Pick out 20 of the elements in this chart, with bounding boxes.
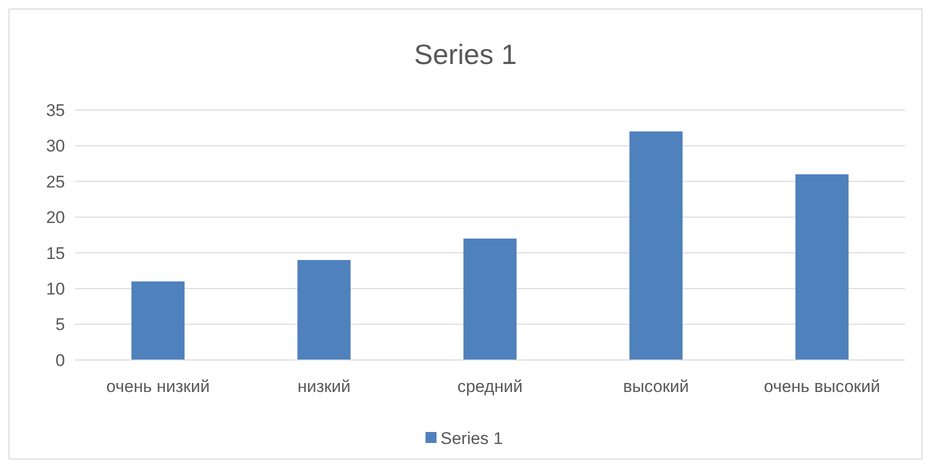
- x-tick-label: высокий: [623, 377, 689, 396]
- bar: [795, 174, 849, 360]
- y-tick-label: 35: [46, 100, 65, 120]
- bar: [297, 260, 351, 360]
- y-tick-label: 15: [46, 244, 65, 263]
- x-tick-label: очень низкий: [106, 377, 210, 396]
- x-tick-label: низкий: [297, 377, 351, 396]
- bar: [131, 281, 185, 360]
- bar: [463, 238, 517, 360]
- legend-label: Series 1: [440, 428, 503, 448]
- y-tick-label: 25: [46, 172, 65, 192]
- x-tick-label: очень высокий: [764, 377, 880, 396]
- y-tick-label: 30: [46, 136, 65, 156]
- x-tick-label: средний: [457, 377, 523, 396]
- y-tick-label: 0: [56, 350, 65, 370]
- y-tick-label: 10: [46, 280, 65, 299]
- y-tick-label: 5: [56, 315, 65, 334]
- chart-title: Series 1: [414, 39, 517, 70]
- y-tick-label: 20: [46, 208, 65, 228]
- bar: [629, 131, 683, 360]
